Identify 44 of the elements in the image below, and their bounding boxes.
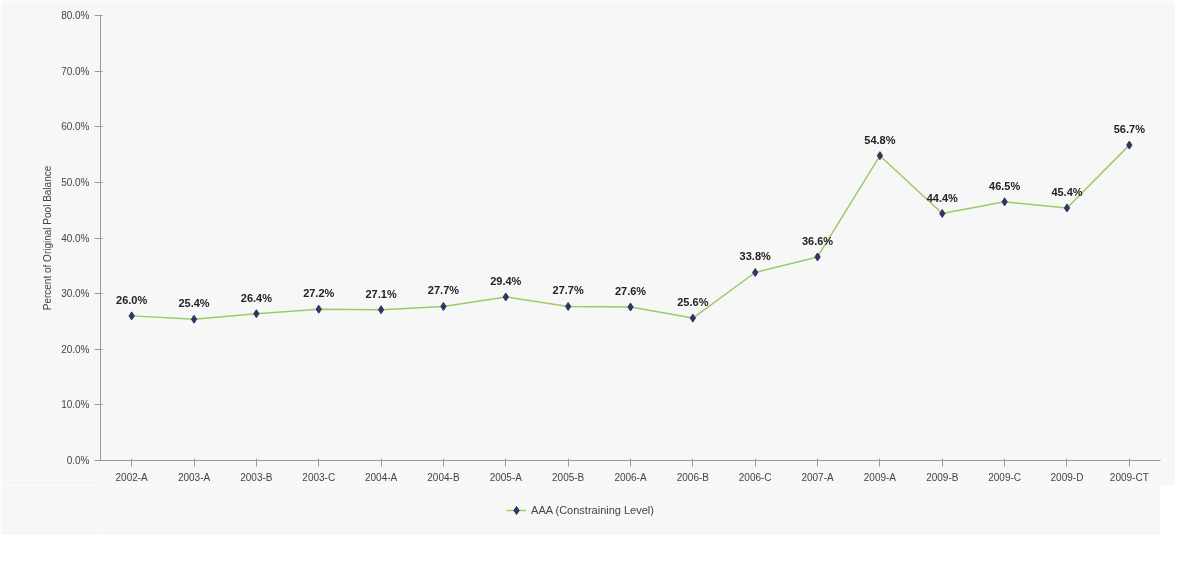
data-label: 29.4%: [490, 274, 522, 287]
data-label: 26.0%: [116, 293, 148, 306]
y-tick-label: 0.0%: [66, 455, 90, 466]
data-label: 27.2%: [303, 287, 335, 300]
data-label: 27.6%: [614, 284, 647, 297]
x-tick-label: 2009-C: [988, 471, 1022, 483]
y-tick-label: 60.0%: [61, 121, 90, 133]
x-tick-label: 2004-A: [364, 471, 398, 483]
x-tick-label: 2009-B: [926, 471, 959, 483]
data-label: 33.8%: [739, 250, 772, 263]
x-tick-label: 2006-B: [676, 471, 710, 483]
x-tick-label: 2002-A: [115, 471, 149, 483]
x-tick-label: 2009-D: [1050, 471, 1084, 483]
data-label: 45.4%: [1051, 185, 1083, 198]
x-tick-label: 2003-B: [240, 471, 273, 483]
y-tick-label: 50.0%: [61, 176, 90, 188]
data-label: 44.4%: [926, 191, 959, 204]
y-tick-label: 80.0%: [61, 10, 90, 21]
y-tick-label: 10.0%: [61, 399, 90, 411]
data-label: 46.5%: [989, 179, 1021, 192]
data-label: 25.4%: [178, 297, 210, 310]
x-tick-label: 2004-B: [427, 471, 460, 483]
y-tick-label: 20.0%: [61, 343, 90, 355]
x-tick-label: 2003-C: [302, 471, 336, 483]
y-axis-title: Percent of Original Pool Balance: [42, 165, 54, 311]
x-tick-label: 2003-A: [177, 471, 211, 483]
x-tick-label: 2009-A: [863, 471, 897, 483]
legend-label: AAA (Constraining Level): [531, 504, 654, 516]
data-label: 56.7%: [1113, 123, 1146, 136]
data-label: 54.8%: [864, 133, 896, 146]
data-label: 27.7%: [427, 284, 460, 297]
data-label: 27.1%: [365, 287, 397, 300]
data-label: 25.6%: [677, 296, 709, 309]
x-tick-label: 2006-A: [614, 471, 647, 483]
y-tick-label: 30.0%: [61, 288, 90, 300]
data-label: 26.4%: [240, 291, 273, 304]
x-tick-label: 2005-B: [552, 471, 585, 483]
x-tick-label: 2009-CT: [1109, 471, 1149, 483]
x-tick-label: 2005-A: [489, 471, 523, 483]
y-tick-label: 40.0%: [61, 232, 90, 244]
x-tick-label: 2006-C: [738, 471, 772, 483]
x-tick-label: 2007-A: [801, 471, 835, 483]
data-label: 27.7%: [552, 284, 584, 297]
y-tick-label: 70.0%: [61, 65, 90, 77]
